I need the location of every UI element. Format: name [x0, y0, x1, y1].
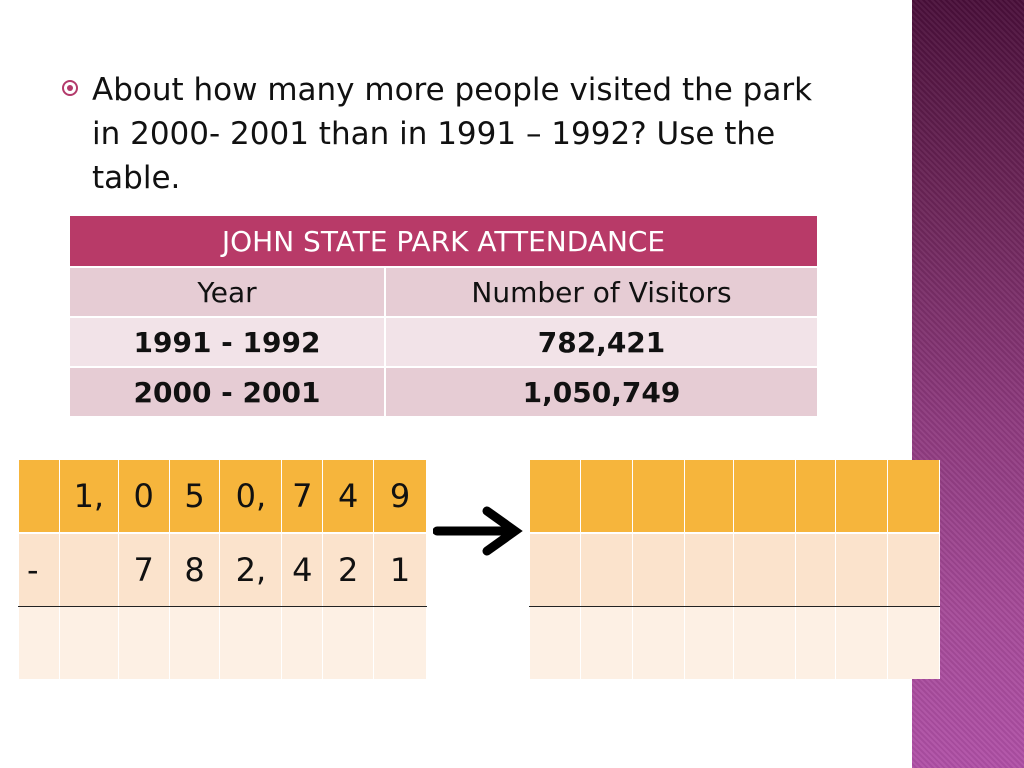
grid-cell	[733, 606, 797, 679]
minuend-row: 1, 0 5 0, 7 4 9	[18, 460, 427, 534]
table-row: 2000 - 2001 1,050,749	[68, 366, 819, 418]
row-visitors: 782,421	[384, 316, 819, 368]
grid-cell	[281, 606, 324, 679]
answer-grid	[529, 460, 940, 679]
header-visitors: Number of Visitors	[384, 266, 819, 318]
header-year: Year	[68, 266, 386, 318]
grid-cell	[322, 606, 375, 679]
grid-cell: 0,	[219, 460, 283, 534]
table-title: JOHN STATE PARK ATTENDANCE	[68, 214, 819, 268]
grid-cell	[887, 533, 940, 607]
grid-cell	[529, 460, 581, 534]
difference-row	[18, 606, 427, 679]
target-bullet-icon	[62, 80, 78, 96]
grid-cell	[631, 460, 685, 534]
grid-cell	[219, 606, 283, 679]
grid-cell: 8	[168, 533, 221, 607]
grid-cell	[795, 533, 837, 607]
grid-cell	[529, 606, 581, 679]
subtraction-grid: 1, 0 5 0, 7 4 9 - 7 8 2, 4 2 1	[18, 460, 427, 679]
table-header-row: Year Number of Visitors	[68, 266, 819, 318]
table-row: 1991 - 1992 782,421	[68, 316, 819, 368]
grid-cell	[835, 460, 889, 534]
grid-cell: 5	[168, 460, 221, 534]
grid-cell	[168, 606, 221, 679]
answer-grid-row	[529, 606, 940, 679]
grid-cell	[18, 460, 60, 534]
grid-cell	[683, 460, 735, 534]
grid-cell	[631, 606, 685, 679]
grid-cell	[835, 606, 889, 679]
subtrahend-row: - 7 8 2, 4 2 1	[18, 533, 427, 607]
row-visitors: 1,050,749	[384, 366, 819, 418]
grid-cell: 7	[281, 460, 324, 534]
grid-cell: 0	[117, 460, 170, 534]
row-year: 1991 - 1992	[68, 316, 386, 368]
grid-cell	[117, 606, 170, 679]
grid-cell	[579, 533, 633, 607]
grid-cell	[795, 460, 837, 534]
grid-cell	[631, 533, 685, 607]
answer-grid-row	[529, 460, 940, 534]
grid-cell	[579, 460, 633, 534]
question-text: About how many more people visited the p…	[92, 72, 813, 196]
grid-cell	[683, 533, 735, 607]
grid-cell: 4	[281, 533, 324, 607]
grid-cell	[835, 533, 889, 607]
grid-cell	[18, 606, 60, 679]
answer-grid-row	[529, 533, 940, 607]
right-arrow-icon	[433, 506, 523, 556]
grid-cell: 1	[373, 533, 427, 607]
grid-cell: 9	[373, 460, 427, 534]
grid-cell	[579, 606, 633, 679]
minus-sign: -	[18, 533, 60, 607]
grid-cell	[887, 460, 940, 534]
grid-cell	[733, 533, 797, 607]
grid-cell	[58, 533, 119, 607]
grid-cell	[529, 533, 581, 607]
grid-cell	[733, 460, 797, 534]
row-year: 2000 - 2001	[68, 366, 386, 418]
grid-cell	[683, 606, 735, 679]
grid-cell	[887, 606, 940, 679]
grid-cell: 2	[322, 533, 375, 607]
grid-cell: 4	[322, 460, 375, 534]
grid-cell: 1,	[58, 460, 119, 534]
attendance-table: JOHN STATE PARK ATTENDANCE Year Number o…	[68, 214, 819, 418]
grid-cell: 7	[117, 533, 170, 607]
grid-cell	[58, 606, 119, 679]
grid-cell	[373, 606, 427, 679]
grid-cell	[795, 606, 837, 679]
grid-cell: 2,	[219, 533, 283, 607]
